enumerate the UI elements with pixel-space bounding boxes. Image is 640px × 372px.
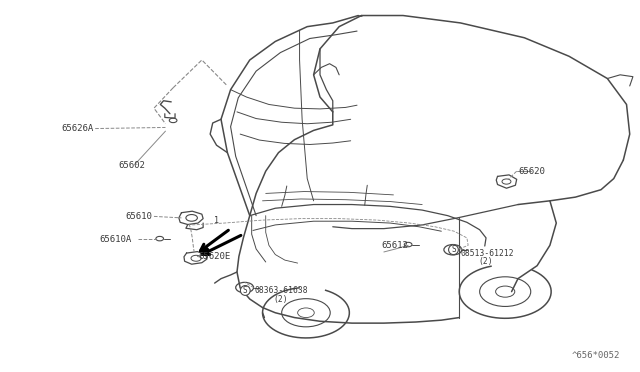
Text: 1: 1: [214, 216, 219, 225]
Text: 65620E: 65620E: [198, 252, 231, 261]
Text: 08363-61638: 08363-61638: [255, 286, 308, 295]
Text: S: S: [243, 286, 248, 295]
Text: ^656*0052: ^656*0052: [572, 351, 620, 360]
Text: 65610A: 65610A: [99, 235, 132, 244]
Text: 65610: 65610: [126, 212, 153, 221]
Text: 65626A: 65626A: [61, 124, 93, 133]
Text: 08513-61212: 08513-61212: [461, 249, 514, 258]
Text: S: S: [451, 245, 456, 254]
Text: S: S: [451, 247, 455, 253]
Text: S: S: [243, 285, 247, 291]
Text: (2): (2): [479, 257, 493, 266]
Text: (2): (2): [273, 295, 288, 304]
Text: 65602: 65602: [118, 161, 145, 170]
Text: 65612: 65612: [381, 241, 408, 250]
Text: 65620: 65620: [518, 167, 545, 176]
